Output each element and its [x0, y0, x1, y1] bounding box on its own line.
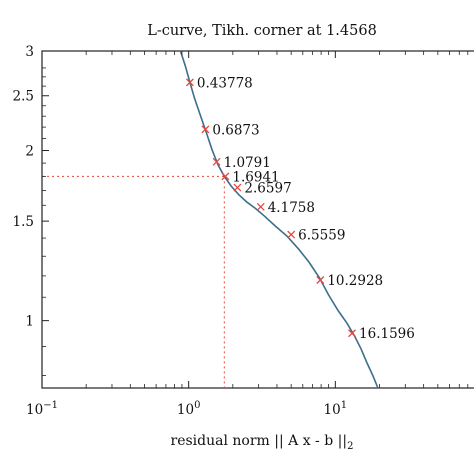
marker-label: 4.1758: [268, 200, 315, 216]
chart-title: L-curve, Tikh. corner at 1.4568: [147, 23, 377, 39]
y-tick-label: 2.5: [13, 89, 34, 105]
regularization-marker: [212, 157, 221, 166]
regularization-marker: [316, 276, 325, 284]
x-tick-exponent: 0: [194, 400, 200, 411]
plot-frame: [41, 50, 474, 389]
corner-guide-lines: [42, 175, 225, 388]
x-tick-base: 10: [26, 402, 43, 418]
marker-label: 16.1596: [359, 326, 415, 342]
marker-stroke: [201, 125, 210, 134]
x-axis-label-text: residual norm || A x - b ||: [171, 433, 348, 449]
axis-ticks: 10−1100101111.522.53: [13, 44, 469, 418]
marker-label: 1.0791: [224, 155, 271, 171]
marker-stroke: [316, 276, 325, 284]
regularization-marker: [221, 172, 230, 181]
regularization-marker: [256, 202, 265, 211]
marker-stroke: [287, 230, 296, 239]
regularization-marker: [233, 183, 242, 192]
x-tick-label: 101: [324, 400, 348, 418]
regularization-marker: [348, 329, 357, 338]
marker-stroke: [233, 183, 242, 192]
marker-label: 0.6873: [212, 122, 259, 138]
regularization-marker: [185, 78, 194, 87]
marker-label: 10.2928: [327, 273, 383, 289]
marker-label: 6.5559: [298, 228, 345, 244]
marker-label: 0.43778: [197, 75, 253, 91]
x-tick-exponent: −1: [43, 400, 58, 411]
y-tick-label: 1: [25, 314, 34, 330]
x-axis-label-subscript: 2: [347, 441, 353, 452]
marker-label: 2.6597: [244, 181, 291, 197]
y-tick-label: 3: [25, 44, 34, 60]
marker-label: 1.6941: [232, 169, 279, 185]
x-tick-base: 10: [324, 402, 341, 418]
regularization-marker: [201, 125, 210, 134]
l-curve-line: [179, 50, 379, 389]
marker-stroke: [185, 78, 194, 87]
y-tick-label: 2: [25, 144, 34, 160]
marker-stroke: [348, 329, 357, 338]
x-tick-label: 10−1: [26, 400, 58, 418]
y-tick-label: 1.5: [13, 214, 34, 230]
x-tick-label: 100: [177, 400, 201, 418]
marker-stroke: [212, 157, 221, 166]
x-tick-base: 10: [177, 402, 194, 418]
marker-stroke: [256, 202, 265, 211]
x-tick-exponent: 1: [341, 400, 347, 411]
regularization-marker: [287, 230, 296, 239]
marker-stroke: [221, 172, 230, 181]
x-axis-label: residual norm || A x - b ||2: [171, 433, 354, 452]
